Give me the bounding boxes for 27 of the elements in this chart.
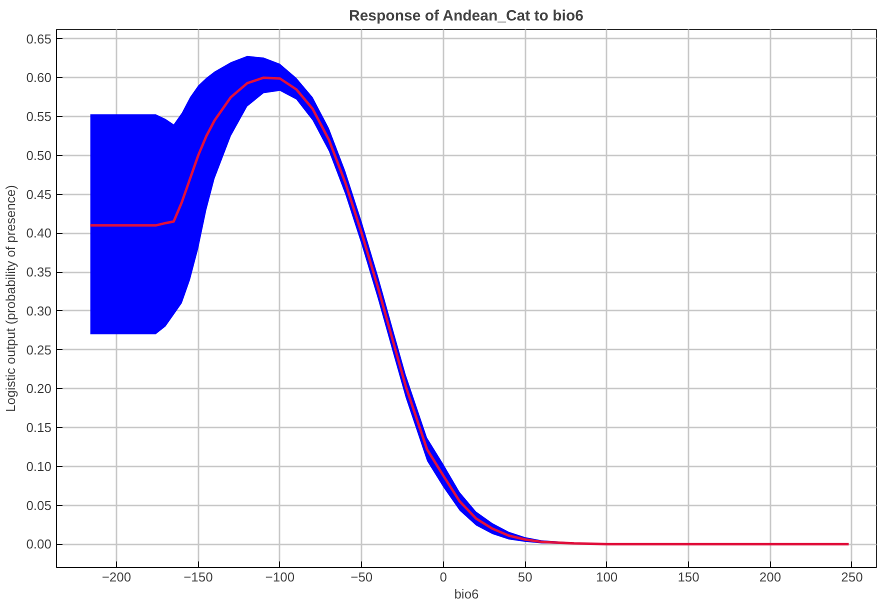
y-tick-label: 0.05: [26, 498, 52, 513]
y-tick-label: 0.65: [26, 31, 52, 46]
y-tick-label: 0.15: [26, 420, 52, 436]
x-tick-label: −150: [184, 570, 213, 584]
y-tick-label: 0.20: [26, 381, 52, 396]
x-tick-label: −50: [350, 570, 373, 584]
x-tick-label: 250: [841, 570, 863, 584]
chart-title: Response of Andean_Cat to bio6: [348, 8, 584, 24]
x-axis-title: bio6: [454, 586, 479, 602]
y-tick-label: 0.00: [26, 536, 52, 552]
y-tick-label: 0.35: [26, 264, 52, 280]
y-tick-label: 0.25: [26, 342, 52, 358]
y-axis-title: Logistic output (probability of presence): [3, 185, 18, 412]
x-tick-label: 200: [759, 570, 782, 584]
x-tick-label: −100: [265, 570, 295, 584]
y-tick-label: 0.30: [26, 303, 52, 318]
x-tick-label: −200: [102, 570, 132, 584]
x-tick-label: 100: [596, 570, 618, 584]
y-tick-label: 0.50: [26, 148, 52, 163]
y-tick-label: 0.45: [26, 186, 52, 202]
y-tick-label: 0.40: [26, 226, 52, 241]
x-tick-label: 0: [440, 570, 447, 584]
x-tick-label: 50: [518, 570, 532, 584]
y-tick-label: 0.10: [26, 458, 52, 474]
y-tick-label: 0.55: [26, 109, 52, 124]
x-tick-label: 150: [678, 570, 700, 584]
y-tick-label: 0.60: [26, 70, 52, 86]
